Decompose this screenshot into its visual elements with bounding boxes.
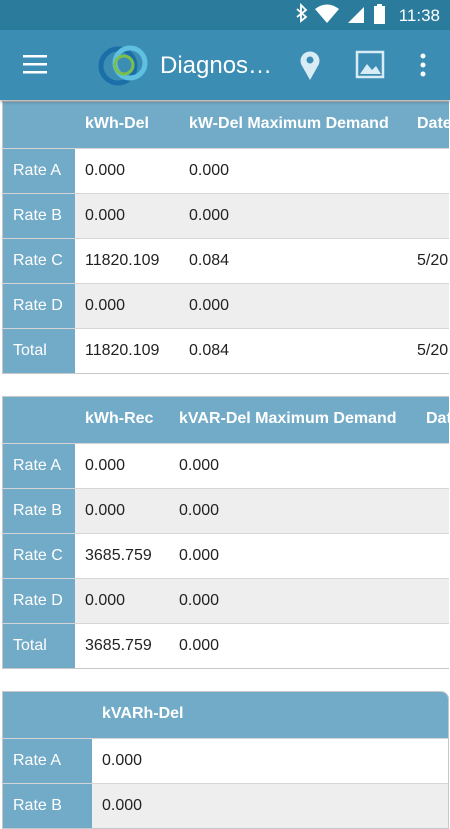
row-label: Rate A (3, 444, 75, 488)
app-bar: Diagnos… (0, 30, 450, 100)
table-cell: 5/20 (417, 252, 449, 269)
row-label: Rate A (3, 739, 92, 783)
status-bar: 11:38 (0, 0, 450, 30)
clock: 11:38 (398, 6, 440, 25)
column-header: kVAR-Del Maximum Demand (179, 410, 397, 427)
row-label: Rate C (3, 239, 75, 283)
table-cell: 0.000 (179, 592, 220, 609)
table-cell: 0.000 (179, 457, 220, 474)
row-label: Rate B (3, 784, 92, 828)
column-header: kVARh-Del (102, 705, 184, 722)
table-cell: 0.000 (85, 162, 126, 179)
table-cell: 0.084 (189, 342, 230, 359)
column-header: kWh-Del (85, 115, 149, 132)
row-label: Rate B (3, 489, 75, 533)
table-cell: 0.000 (85, 207, 126, 224)
data-table: kWh-Rec kVAR-Del Maximum Demand Date Rate A… (2, 396, 449, 669)
column-header: Date (426, 410, 449, 427)
table-row: Rate A 0.000 0.000 (3, 443, 449, 488)
table-row: Rate C 11820.109 0.084 5/20 (3, 238, 449, 283)
row-label: Rate B (3, 194, 75, 238)
overflow-menu[interactable] (420, 53, 426, 77)
table-header: kVARh-Del (3, 692, 448, 738)
table-header: kWh-Del kW-Del Maximum Demand Date (3, 102, 449, 148)
table-row: Rate B 0.000 0.000 (3, 488, 449, 533)
column-header: kWh-Rec (85, 410, 154, 427)
table-cell: 0.084 (189, 252, 230, 269)
table-row: Rate C 3685.759 0.000 (3, 533, 449, 578)
data-table: kVARh-Del Rate A 0.000 Rate B 0.000 (2, 691, 449, 829)
table-cell: 0.000 (102, 752, 143, 769)
app-logo (98, 45, 148, 86)
row-label: Rate D (3, 284, 75, 328)
table-cell: 11820.109 (85, 342, 160, 359)
table-cell: 0.000 (85, 592, 126, 609)
row-label: Rate A (3, 149, 75, 193)
table-cell: 0.000 (189, 207, 230, 224)
table-cell: 0.000 (85, 502, 126, 519)
location-button[interactable] (300, 51, 320, 80)
table-row: Rate A 0.000 (3, 738, 448, 783)
table-row: Rate B 0.000 (3, 783, 448, 828)
table-cell: 0.000 (179, 637, 220, 654)
table-cell: 0.000 (102, 797, 143, 814)
table-cell: 3685.759 (85, 547, 152, 564)
table-header: kWh-Rec kVAR-Del Maximum Demand Date (3, 397, 449, 443)
table-cell: 3685.759 (85, 637, 152, 654)
table-row: Rate D 0.000 0.000 (3, 578, 449, 623)
table-cell: 0.000 (85, 457, 126, 474)
table-cell: 0.000 (179, 502, 220, 519)
table-row: Total 11820.109 0.084 5/20 (3, 328, 449, 373)
table-cell: 0.000 (179, 547, 220, 564)
row-label: Rate D (3, 579, 75, 623)
menu-button[interactable] (23, 55, 47, 74)
table-cell: 0.000 (85, 297, 126, 314)
row-label: Total (3, 329, 75, 373)
table-row: Total 3685.759 0.000 (3, 623, 449, 668)
image-button[interactable] (355, 50, 385, 79)
column-header: kW-Del Maximum Demand (189, 115, 389, 132)
table-cell: 5/20 (417, 342, 449, 359)
table-row: Rate D 0.000 0.000 (3, 283, 449, 328)
column-header: Date (417, 115, 449, 132)
table-cell: 0.000 (189, 297, 230, 314)
app-bar-icons (23, 45, 426, 86)
status-icons (296, 2, 385, 24)
data-table: kWh-Del kW-Del Maximum Demand Date Rate A 0.… (2, 101, 449, 374)
app-title: Diagnos… (160, 52, 273, 79)
row-label: Rate C (3, 534, 75, 578)
table-row: Rate B 0.000 0.000 (3, 193, 449, 238)
table-cell: 11820.109 (85, 252, 160, 269)
row-label: Total (3, 624, 75, 668)
table-cell: 0.000 (189, 162, 230, 179)
table-row: Rate A 0.000 0.000 (3, 148, 449, 193)
